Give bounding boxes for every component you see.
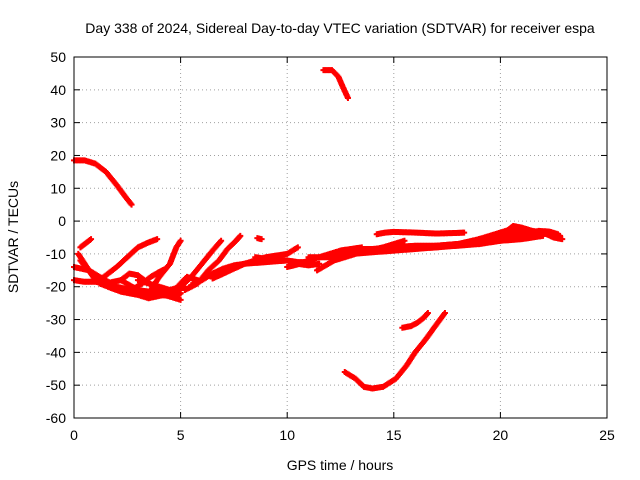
y-tick-label: -20 <box>46 279 66 295</box>
x-tick-label: 15 <box>386 427 402 443</box>
data-point <box>554 231 561 238</box>
data-point <box>154 236 161 243</box>
x-axis-label: GPS time / hours <box>287 457 394 473</box>
data-point <box>424 309 431 316</box>
data-points <box>71 67 566 392</box>
y-axis-label: SDTVAR / TECUs <box>5 181 21 293</box>
y-tick-label: -50 <box>46 377 66 393</box>
y-tick-label: 20 <box>50 147 66 163</box>
data-point <box>441 309 448 316</box>
y-tick-label: -10 <box>46 246 66 262</box>
data-point <box>88 236 95 243</box>
series-track-9 <box>77 236 95 251</box>
data-point <box>258 236 265 243</box>
y-tick-label: 0 <box>58 213 66 229</box>
data-point <box>344 95 351 102</box>
data-point <box>401 237 408 244</box>
chart-title: Day 338 of 2024, Sidereal Day-to-day VTE… <box>85 20 595 36</box>
series-track-26 <box>373 228 468 238</box>
series-track-4 <box>399 309 431 331</box>
series-track-10 <box>96 236 161 284</box>
data-point <box>177 237 184 244</box>
series-track-3 <box>341 309 448 392</box>
data-point <box>128 201 135 208</box>
data-point <box>237 232 244 239</box>
series-track-19 <box>254 235 265 243</box>
y-tick-label: -30 <box>46 312 66 328</box>
x-tick-label: 5 <box>177 427 185 443</box>
series-track-29 <box>497 227 561 241</box>
x-tick-label: 0 <box>70 427 78 443</box>
x-tick-label: 20 <box>493 427 509 443</box>
y-tick-label: 10 <box>50 180 66 196</box>
y-tick-label: 30 <box>50 115 66 131</box>
y-tick-label: -60 <box>46 410 66 426</box>
series-track-1 <box>71 157 135 208</box>
axis-ticks: 0 5 10 15 20 25 50 40 30 20 10 0 -10 -20 -30 -40 -50 -60 <box>46 49 615 443</box>
data-point <box>218 237 225 244</box>
data-point <box>294 244 301 251</box>
y-tick-label: 50 <box>50 49 66 65</box>
x-tick-label: 10 <box>279 427 295 443</box>
data-point <box>316 260 323 267</box>
series-track-2 <box>320 67 351 102</box>
grid <box>74 57 607 418</box>
plot-frame <box>73 56 608 419</box>
x-tick-label: 25 <box>599 427 615 443</box>
data-point <box>559 236 566 243</box>
y-tick-label: 40 <box>50 82 66 98</box>
series-track-15 <box>166 237 225 294</box>
data-point <box>177 296 184 303</box>
data-point <box>461 229 468 236</box>
series-track-14 <box>145 237 184 297</box>
series-track-20 <box>252 254 323 269</box>
y-tick-label: -40 <box>46 344 66 360</box>
